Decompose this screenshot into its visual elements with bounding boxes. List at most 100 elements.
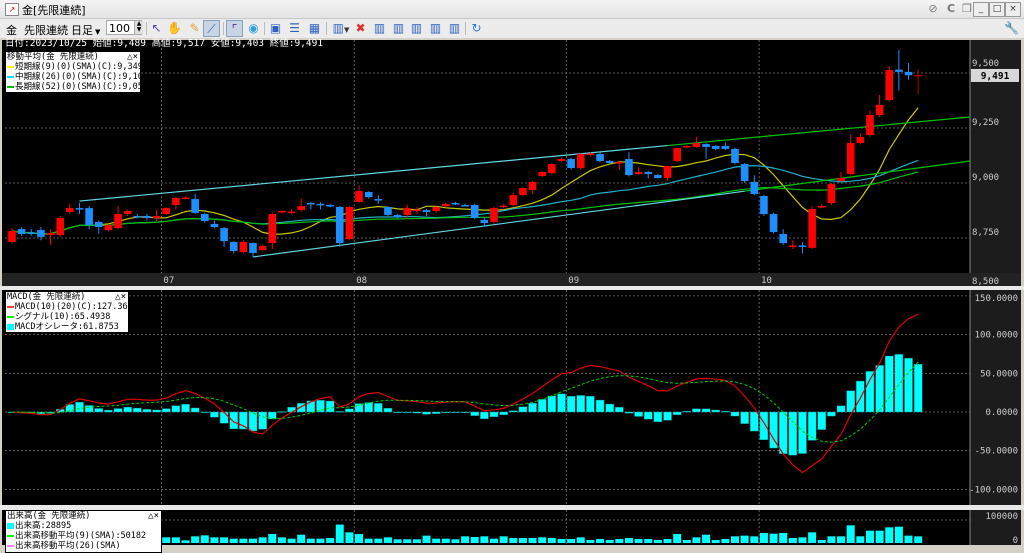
hlines-icon[interactable]: ☰ [289, 21, 300, 35]
legend-controls[interactable]: △× [148, 511, 159, 521]
trendline-1[interactable] [79, 144, 668, 202]
macd-histogram-bar [181, 404, 190, 413]
link-icon[interactable]: ⊘ [928, 2, 938, 15]
legend-label: 短期線(9)(0)(SMA)(C):9,349 [15, 62, 141, 72]
redraw-icon[interactable]: ↻ [471, 21, 482, 35]
maximize-button[interactable]: □ [989, 2, 1005, 17]
panel-splitter[interactable] [0, 286, 1024, 290]
volume-bar [403, 539, 412, 543]
color-swatch [7, 86, 14, 88]
candle-body [287, 211, 296, 214]
volume-bar [557, 538, 566, 543]
delete-indicator-icon[interactable]: ✖ [355, 21, 366, 35]
macd-histogram-bar [200, 411, 210, 414]
macd-histogram-bar [634, 411, 643, 417]
macd-histogram-bar [586, 396, 595, 413]
volume-bar [865, 530, 874, 543]
macd-histogram-bar [306, 400, 316, 413]
macd-histogram-bar [422, 411, 431, 415]
auto-icon[interactable]: ◉ [248, 21, 259, 35]
candle-body [683, 146, 691, 148]
macd-tick-label: 150.0000 [975, 294, 1018, 304]
toolbar: 金 先限連続 日足 ▼ 100 ▲ ▼ ↖ ✋ ✎ ⟋ ⌜ ◉ ▣ ☰ ▦ ▥▼ ✖… [0, 19, 1024, 39]
copy-icon[interactable]: ❐ [962, 2, 972, 15]
macd-tick-label: 0.0000 [985, 408, 1018, 418]
frame-icon[interactable]: ▣ [269, 21, 282, 35]
candle-body [123, 210, 132, 215]
candle-body [663, 166, 672, 178]
ohlc-info-line: 日付:2023/10/25 始値:9,489 高値:9,517 安値:9,403… [5, 38, 324, 49]
candle-body [866, 115, 874, 136]
candle-body [297, 206, 305, 211]
indicator-5-icon[interactable]: ▥ [448, 21, 461, 35]
candle-body [8, 230, 16, 242]
volume-bar [249, 538, 257, 543]
indicator-2-icon[interactable]: ▥ [392, 21, 405, 35]
candle-body [355, 190, 363, 202]
candle-body [345, 206, 354, 240]
volume-bar [788, 538, 797, 543]
title-bar: ↗ 金[先限連続] ⊘ C ❐ _ □ × [0, 0, 1024, 19]
panel-splitter[interactable] [0, 505, 1024, 510]
candle-body [519, 188, 527, 196]
pointer-icon[interactable]: ↖ [151, 21, 162, 35]
macd-histogram-bar [354, 403, 364, 413]
macd-panel-axis [970, 290, 1021, 505]
close-button[interactable]: × [1005, 2, 1021, 17]
volume-bar [326, 538, 335, 543]
bar-count-input[interactable]: 100 [106, 20, 142, 35]
candle-body [480, 219, 489, 224]
indicator-4-icon[interactable]: ▥ [429, 21, 442, 35]
candle-body [210, 223, 219, 228]
period-dropdown[interactable]: 日足 ▼ [71, 22, 100, 38]
macd-legend-item-oscillator: MACDオシレータ:61.8753 [6, 322, 128, 332]
grid-icon[interactable]: ▦ [308, 21, 321, 35]
candle-body [470, 205, 479, 218]
volume-bar [904, 535, 913, 543]
legend-controls[interactable]: △× [127, 52, 138, 62]
macd-histogram-bar [509, 410, 518, 413]
color-swatch [7, 316, 14, 318]
volume-bar [220, 537, 229, 543]
settings-wrench-icon[interactable]: 🔧 [1004, 21, 1019, 35]
volume-bar [605, 540, 614, 543]
commodity-selector[interactable]: 金 [6, 24, 17, 37]
contract-selector[interactable]: 先限連続 [24, 24, 68, 37]
volume-bar [885, 527, 894, 543]
refresh-icon[interactable]: C [946, 2, 956, 15]
indicator-dropdown-icon[interactable]: ▥▼ [332, 21, 350, 35]
bar-count-stepper[interactable]: ▲ ▼ [134, 21, 143, 34]
chart-area[interactable]: 9,500 9,250 9,000 8,750 8,500 07 08 09 10 150.000… [0, 38, 1024, 553]
candle-body [191, 199, 199, 213]
legend-label: 出来高移動平均(26)(SMA) [15, 541, 121, 551]
toolbar-divider [264, 22, 265, 35]
indicator-3-icon[interactable]: ▥ [410, 21, 423, 35]
volume-bar [538, 537, 547, 543]
macd-tick-label: 100.0000 [975, 331, 1018, 341]
crosshair-icon[interactable]: ⌜ [226, 20, 243, 37]
trendline-2-extension[interactable] [744, 160, 971, 192]
legend-controls[interactable]: △× [115, 292, 126, 302]
last-price-box [971, 68, 1019, 82]
candle-body [152, 216, 161, 218]
trendline-1-extension[interactable] [667, 116, 971, 147]
macd-histogram-bar [499, 411, 508, 415]
candle-body [702, 144, 710, 147]
candle-body [85, 208, 93, 226]
indicator-1-icon[interactable]: ▥ [373, 21, 386, 35]
hand-icon[interactable]: ✋ [167, 21, 182, 35]
candle-body [769, 214, 778, 233]
minimize-button[interactable]: _ [973, 2, 989, 17]
candle-body [181, 197, 190, 200]
pencil-icon[interactable]: ✎ [189, 21, 200, 35]
month-tick-label: 08 [356, 276, 367, 286]
macd-histogram-bar [576, 395, 585, 413]
trendline-icon[interactable]: ⟋ [203, 20, 220, 37]
volume-bar [846, 525, 855, 543]
volume-bar [383, 537, 392, 543]
volume-bar [277, 537, 286, 543]
volume-bar [345, 532, 354, 543]
trendline-2[interactable] [252, 190, 745, 258]
macd-histogram-bar [798, 411, 807, 454]
month-tick-label: 09 [568, 276, 579, 286]
